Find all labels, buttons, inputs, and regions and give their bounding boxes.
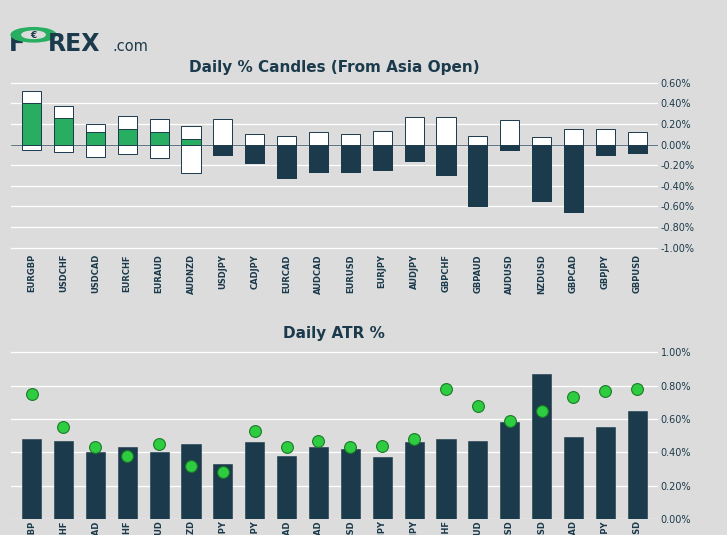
Bar bbox=[564, 144, 583, 211]
Bar bbox=[182, 444, 201, 519]
Bar bbox=[213, 119, 233, 155]
Bar bbox=[54, 106, 73, 152]
Bar bbox=[86, 124, 105, 157]
Bar bbox=[118, 129, 137, 144]
Bar bbox=[627, 144, 647, 153]
Bar bbox=[277, 136, 296, 178]
Legend: % High, % Low, % Close: % High, % Low, % Close bbox=[12, 362, 175, 379]
Circle shape bbox=[22, 31, 45, 39]
Bar bbox=[373, 457, 392, 519]
Bar bbox=[245, 442, 265, 519]
Bar bbox=[150, 119, 169, 158]
Bar bbox=[468, 136, 487, 207]
Bar bbox=[118, 116, 137, 154]
Bar bbox=[627, 132, 647, 153]
Bar bbox=[277, 144, 296, 178]
Bar bbox=[182, 126, 201, 173]
Bar bbox=[627, 410, 647, 519]
Bar bbox=[150, 452, 169, 519]
Bar bbox=[86, 452, 105, 519]
Text: €: € bbox=[31, 31, 36, 40]
Bar bbox=[22, 91, 41, 150]
Bar bbox=[468, 440, 487, 519]
Bar bbox=[182, 140, 201, 144]
Bar bbox=[564, 437, 583, 519]
Bar bbox=[468, 144, 487, 207]
Bar bbox=[309, 144, 328, 172]
Bar bbox=[309, 447, 328, 519]
Bar bbox=[500, 120, 519, 150]
Bar bbox=[532, 137, 551, 201]
Bar bbox=[22, 439, 41, 519]
Bar bbox=[596, 144, 615, 155]
Bar bbox=[436, 117, 456, 175]
Bar bbox=[213, 464, 233, 519]
Text: F: F bbox=[9, 32, 25, 56]
Title: Daily ATR %: Daily ATR % bbox=[284, 326, 385, 341]
Text: .com: .com bbox=[112, 39, 148, 54]
Bar bbox=[436, 439, 456, 519]
Bar bbox=[86, 132, 105, 144]
Bar bbox=[373, 131, 392, 170]
Bar bbox=[277, 456, 296, 519]
Title: Daily % Candles (From Asia Open): Daily % Candles (From Asia Open) bbox=[189, 60, 480, 75]
Bar bbox=[213, 144, 233, 155]
Bar bbox=[500, 422, 519, 519]
Bar bbox=[436, 144, 456, 175]
Bar bbox=[404, 144, 424, 161]
Bar bbox=[150, 132, 169, 144]
Bar bbox=[404, 442, 424, 519]
Text: REX: REX bbox=[48, 32, 100, 56]
Circle shape bbox=[11, 28, 56, 42]
Bar bbox=[341, 144, 360, 172]
Bar bbox=[245, 134, 265, 163]
Bar bbox=[532, 374, 551, 519]
Bar bbox=[341, 449, 360, 519]
Bar bbox=[22, 103, 41, 144]
Bar bbox=[245, 144, 265, 163]
Bar bbox=[564, 129, 583, 211]
Bar bbox=[596, 129, 615, 155]
Bar bbox=[118, 447, 137, 519]
Bar bbox=[341, 134, 360, 172]
Bar bbox=[532, 144, 551, 201]
Bar bbox=[596, 427, 615, 519]
Bar bbox=[54, 440, 73, 519]
Bar bbox=[500, 144, 519, 150]
Bar bbox=[309, 132, 328, 172]
Bar bbox=[373, 144, 392, 170]
Bar bbox=[404, 117, 424, 161]
Bar bbox=[54, 118, 73, 144]
